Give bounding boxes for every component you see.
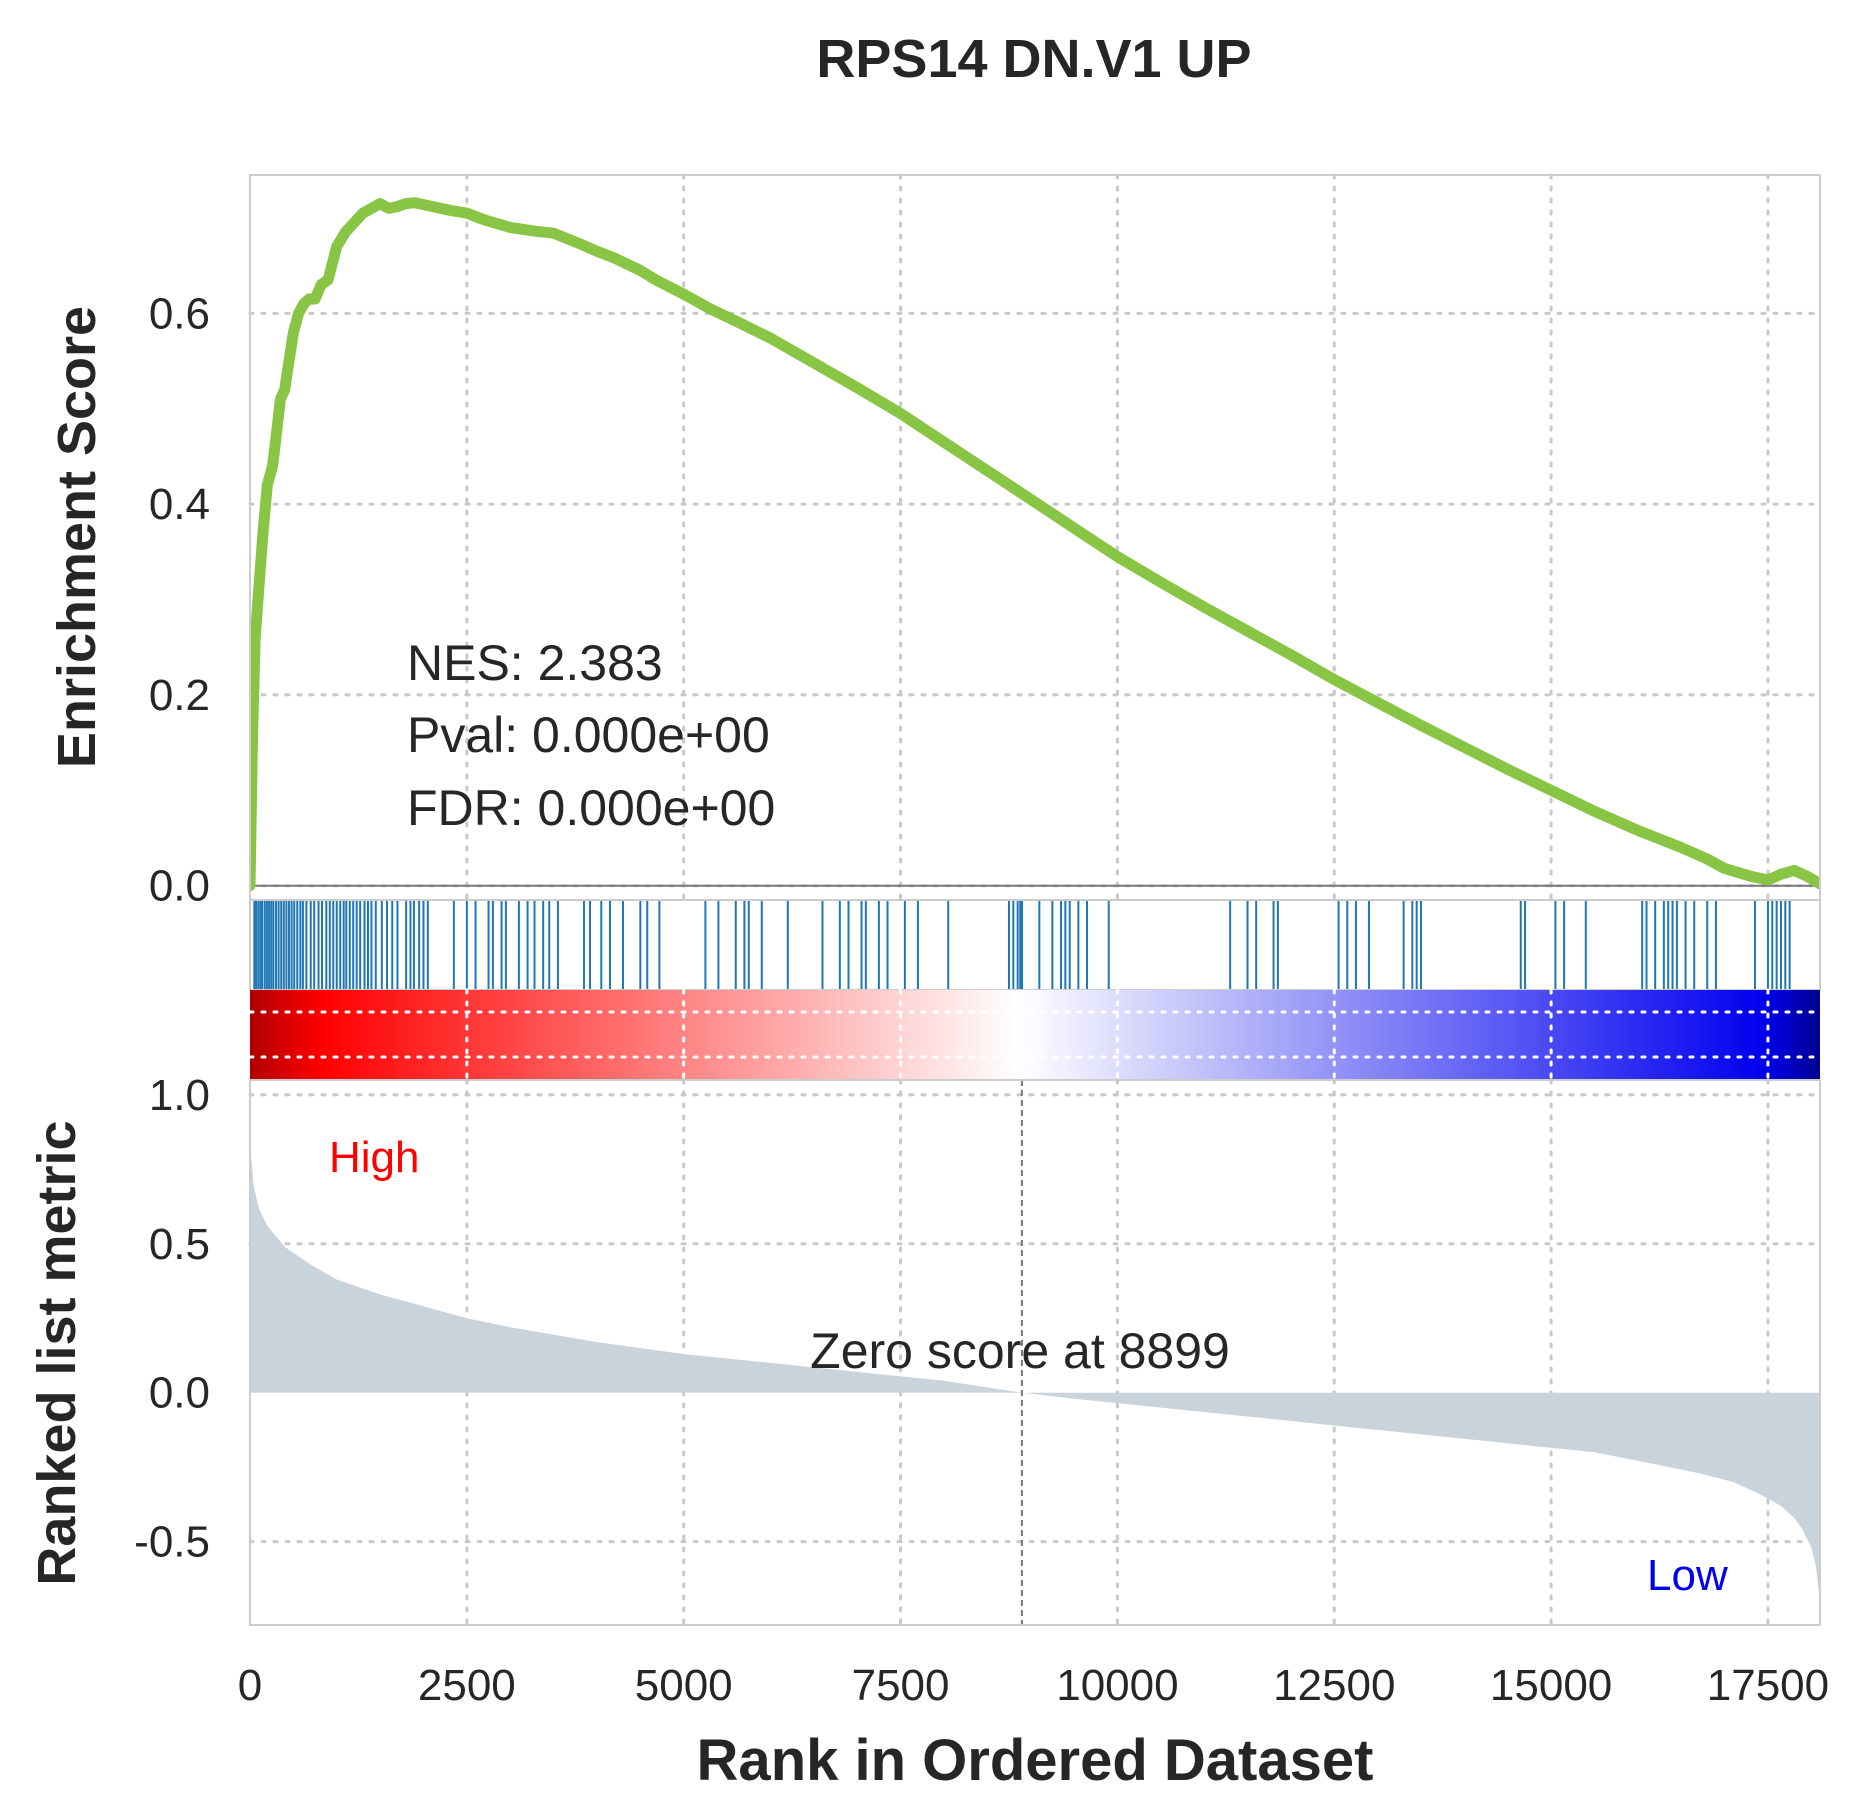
enrichment-y-tick-label: 0.0 <box>149 862 210 911</box>
x-axis-ticks: 0 2500 5000 7500 10000 12500 15000 17500 <box>238 1661 1829 1710</box>
enrichment-score-line <box>250 197 1820 892</box>
x-tick-label: 10000 <box>1056 1661 1178 1710</box>
ranked-metric-panel: 1.0 0.5 0.0 -0.5 High Low Zero score at 889… <box>27 1071 1822 1627</box>
high-label: High <box>329 1133 420 1182</box>
enrichment-y-tick-label: 0.4 <box>149 480 210 529</box>
stats-annotation: NES: 2.383 Pval: 0.000e+00 FDR: 0.000e+0… <box>407 635 775 836</box>
ranked-y-tick-label: 0.5 <box>149 1220 210 1269</box>
x-tick-label: 12500 <box>1273 1661 1395 1710</box>
low-label: Low <box>1647 1551 1728 1600</box>
enrichment-y-tick-label: 0.2 <box>149 671 210 720</box>
ranked-metric-y-ticks: 1.0 0.5 0.0 -0.5 <box>134 1071 210 1567</box>
chart-title: RPS14 DN.V1 UP <box>816 29 1251 89</box>
rank-colorbar <box>248 988 1822 1082</box>
ranked-metric-frame <box>249 1079 1821 1626</box>
ranked-y-tick-label: -0.5 <box>134 1518 210 1567</box>
x-axis-label: Rank in Ordered Dataset <box>697 1728 1374 1793</box>
colorbar-grid <box>248 988 1822 1082</box>
x-tick-label: 7500 <box>852 1661 950 1710</box>
rank-colorbar-rect <box>250 990 1820 1080</box>
enrichment-y-ticks: 0.0 0.2 0.4 0.6 <box>149 289 210 910</box>
x-tick-label: 17500 <box>1707 1661 1829 1710</box>
pval-label: Pval: 0.000e+00 <box>407 707 770 763</box>
x-tick-label: 15000 <box>1490 1661 1612 1710</box>
x-tick-label: 2500 <box>418 1661 516 1710</box>
zero-score-label: Zero score at 8899 <box>810 1323 1230 1379</box>
ranked-y-tick-label: 0.0 <box>149 1369 210 1418</box>
fdr-label: FDR: 0.000e+00 <box>407 780 775 836</box>
enrichment-panel: 0.0 0.2 0.4 0.6 NES: 2.383 Pval: 0.000e+00 … <box>47 173 1822 911</box>
hits-panel <box>249 899 1821 991</box>
ranked-metric-y-axis-label: Ranked list metric <box>27 1120 87 1585</box>
enrichment-y-tick-label: 0.6 <box>149 289 210 338</box>
nes-label: NES: 2.383 <box>407 635 663 691</box>
hit-marks <box>253 900 1791 990</box>
ranked-metric-grid <box>248 1078 1822 1627</box>
enrichment-y-axis-label: Enrichment Score <box>47 306 107 768</box>
ranked-metric-area <box>250 1139 1820 1608</box>
x-tick-label: 5000 <box>635 1661 733 1710</box>
x-tick-label: 0 <box>238 1661 262 1710</box>
ranked-y-tick-label: 1.0 <box>149 1071 210 1120</box>
hits-frame <box>249 899 1821 991</box>
